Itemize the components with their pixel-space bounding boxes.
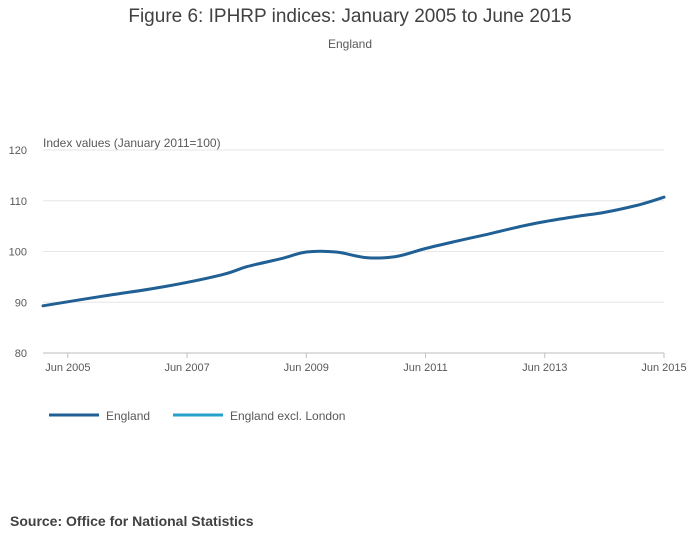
- x-tick-label: Jun 2011: [403, 362, 447, 374]
- x-tick-label: Jun 2007: [164, 362, 209, 374]
- series-lines: [41, 195, 666, 308]
- grid-lines: [43, 149, 664, 354]
- x-tick-label: Jun 2013: [522, 362, 567, 374]
- x-tick-label: Jun 2009: [284, 362, 329, 374]
- chart-title: Figure 6: IPHRP indices: January 2005 to…: [128, 6, 572, 27]
- y-tick-label: 120: [9, 145, 27, 157]
- series-line-0: [41, 195, 666, 308]
- y-axis-label: Index values (January 2011=100): [43, 136, 221, 150]
- y-tick-label: 90: [15, 297, 27, 309]
- legend-label: England excl. London: [230, 409, 345, 423]
- legend: England England excl. London: [49, 409, 345, 423]
- chart-subtitle: England: [327, 37, 373, 51]
- x-tick-label: Jun 2015: [641, 362, 686, 374]
- source-note: Source: Office for National Statistics: [10, 513, 254, 529]
- y-tick-label: 80: [15, 348, 27, 360]
- x-axis-ticks: Jun 2005 Jun 2007 Jun 2009 Jun 2011 Jun 2013…: [45, 353, 687, 374]
- y-axis-ticks: 80 90 100 110 120: [9, 145, 27, 360]
- x-tick-label: Jun 2005: [45, 362, 90, 374]
- y-tick-label: 100: [9, 247, 27, 259]
- legend-label: England: [106, 409, 150, 423]
- y-tick-label: 110: [9, 196, 27, 208]
